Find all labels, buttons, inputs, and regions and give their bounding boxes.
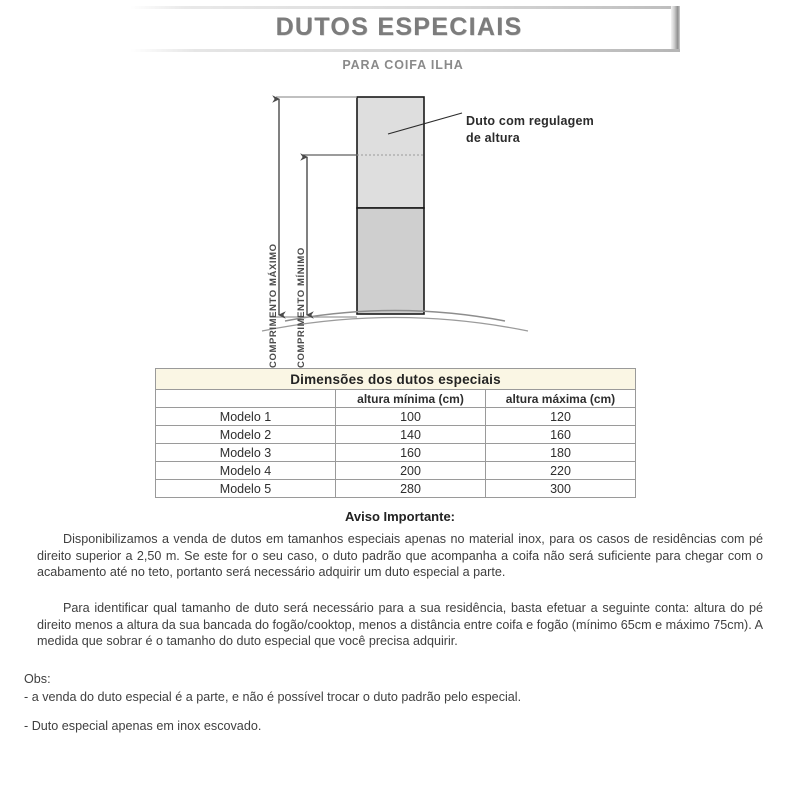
table-row: Modelo 1 100 120 [155,407,636,426]
obs-title: Obs: [24,672,51,686]
obs-item-2: - Duto especial apenas em inox escovado. [24,719,262,733]
notice-heading: Aviso Importante: [344,509,456,524]
callout-leader-line [387,112,463,135]
dimensions-table-wrapper: Dimensões dos dutos especiais altura mín… [155,368,636,498]
table-row: Modelo 5 280 300 [155,479,636,498]
cell-model: Modelo 4 [155,461,336,480]
duct-diagram-svg [261,95,529,332]
cell-altura-maxima: 160 [485,425,636,444]
table-row: Modelo 4 200 220 [155,461,636,480]
dimensions-table: Dimensões dos dutos especiais altura mín… [155,368,636,498]
cell-altura-minima: 280 [335,479,486,498]
table-row: Modelo 3 160 180 [155,443,636,462]
obs-spacer [24,705,764,718]
cell-altura-maxima: 180 [485,443,636,462]
callout-line-2: de altura [466,131,520,145]
header-bottom-rule [130,49,680,52]
cell-altura-minima: 160 [335,443,486,462]
cell-altura-maxima: 300 [485,479,636,498]
duct-callout-label: Duto com regulagem de altura [466,113,594,147]
cell-altura-minima: 100 [335,407,486,426]
table-row: Modelo 2 140 160 [155,425,636,444]
page-title: DUTOS ESPECIAIS [275,13,523,41]
table-header-altura-minima: altura mínima (cm) [335,389,486,408]
table-header-altura-maxima: altura máxima (cm) [485,389,636,408]
dimension-label-maximo: COMPRIMENTO MÁXIMO [268,243,279,368]
obs-item-1: - a venda do duto especial é a parte, e … [24,689,522,704]
table-header-blank [155,389,336,408]
dimension-label-minimo: COMPRIMENTO MÍNIMO [296,247,307,368]
cell-model: Modelo 2 [155,425,336,444]
header-banner: DUTOS ESPECIAIS [130,6,680,52]
cell-altura-minima: 200 [335,461,486,480]
notice-paragraph-2: Para identificar qual tamanho de duto se… [37,601,763,648]
table-header-row: altura mínima (cm) altura máxima (cm) [155,389,636,408]
page-subtitle: PARA COIFA ILHA [342,58,464,72]
cell-altura-minima: 140 [335,425,486,444]
table-caption: Dimensões dos dutos especiais [155,368,636,390]
cell-model: Modelo 1 [155,407,336,426]
header-right-edge [671,6,680,52]
table-caption-row: Dimensões dos dutos especiais [155,368,636,390]
observations-block: Obs: - a venda do duto especial é a part… [24,671,764,735]
hood-arc-outer [261,316,529,332]
header-top-rule [130,6,680,9]
duct-diagram: COMPRIMENTO MÁXIMO COMPRIMENTO MÍNIMO [0,85,800,368]
cell-altura-maxima: 120 [485,407,636,426]
cell-model: Modelo 3 [155,443,336,462]
duct-lower-section [356,207,425,315]
callout-line-1: Duto com regulagem [466,114,594,128]
cell-model: Modelo 5 [155,479,336,498]
duct-upper-section [356,96,425,209]
cell-altura-maxima: 220 [485,461,636,480]
notice-paragraph-1: Disponibilizamos a venda de dutos em tam… [37,532,763,579]
